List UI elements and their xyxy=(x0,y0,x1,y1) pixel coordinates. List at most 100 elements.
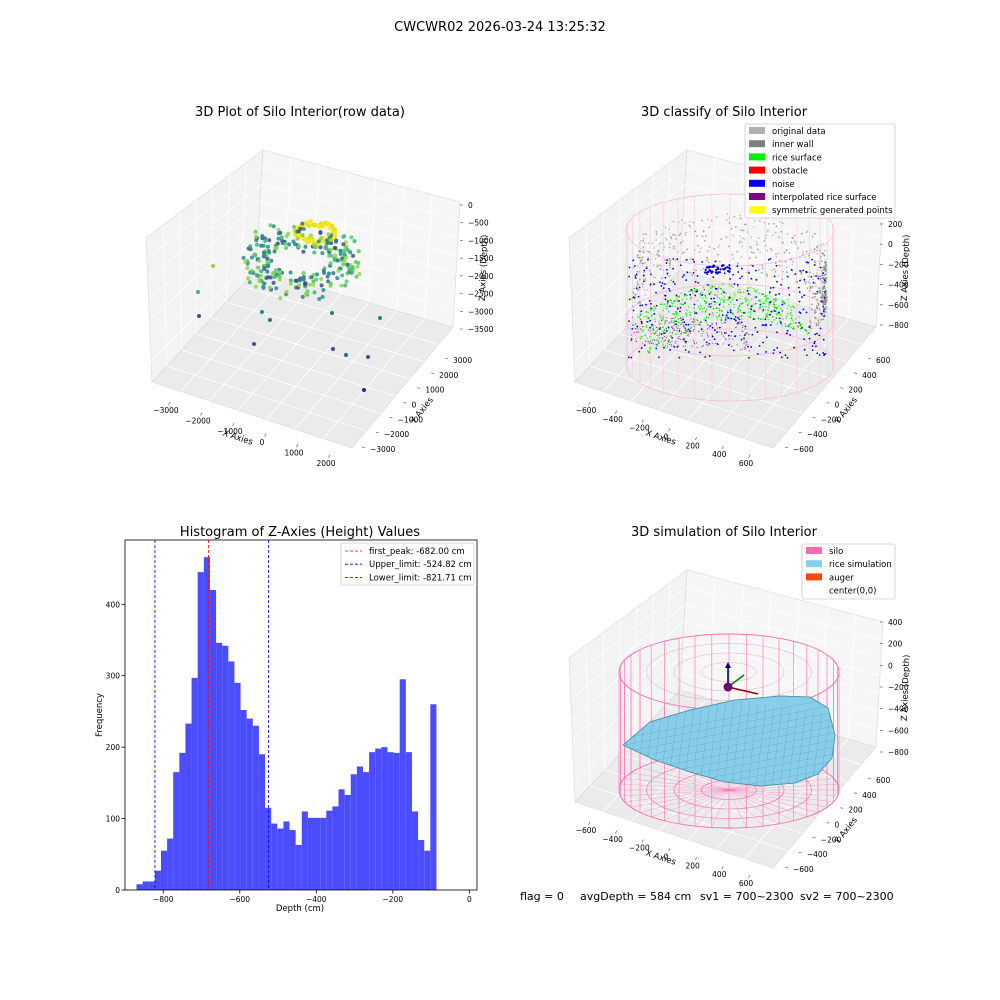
rice-surface-point xyxy=(662,315,665,318)
inner-wall-point xyxy=(730,227,733,230)
data-point xyxy=(332,227,337,232)
rice-surface-point xyxy=(645,311,648,313)
inner-wall-point xyxy=(749,245,752,248)
inner-wall-point xyxy=(642,251,644,253)
rice-surface-point xyxy=(716,296,719,298)
histogram-bar xyxy=(258,754,266,890)
interpolated-point xyxy=(695,323,697,325)
inner-wall-point xyxy=(802,250,804,253)
rice-surface-point xyxy=(686,298,688,300)
inner-wall-point xyxy=(813,248,816,250)
noise-point xyxy=(708,342,711,345)
inner-wall-point xyxy=(682,240,684,242)
tick-mark xyxy=(588,401,591,405)
rice-surface-point xyxy=(785,317,788,320)
mesh-line xyxy=(624,697,835,739)
inner-wall-point xyxy=(821,314,823,317)
noise-point xyxy=(799,279,801,282)
inner-wall-point xyxy=(821,297,823,299)
rice-surface-point xyxy=(688,311,691,313)
rice-surface-point xyxy=(693,287,696,290)
inner-wall-point xyxy=(817,324,820,326)
noise-point xyxy=(734,319,737,322)
y-tick-label: 400 xyxy=(106,600,121,609)
inner-wall-point xyxy=(761,264,764,267)
data-point xyxy=(309,275,314,280)
noise-point xyxy=(811,349,814,352)
rice-surface-point xyxy=(715,301,718,304)
silo-spoke xyxy=(639,789,730,813)
rice-surface-point xyxy=(692,323,695,326)
inner-wall-point xyxy=(819,289,822,292)
interpolated-point xyxy=(681,322,684,324)
noise-point xyxy=(785,332,788,335)
inner-wall-point xyxy=(642,240,645,242)
noise-point xyxy=(813,264,816,266)
tick-label: −400 xyxy=(602,415,623,424)
noise-point xyxy=(822,338,825,341)
interpolated-point xyxy=(648,329,650,331)
noise-point xyxy=(640,347,643,349)
grid-line xyxy=(634,607,637,739)
noise-point xyxy=(755,296,758,298)
noise-point xyxy=(635,273,638,276)
rice-surface-point xyxy=(805,329,807,332)
x-axis-label: X Axies xyxy=(644,428,677,447)
rice-surface-point xyxy=(689,290,692,293)
inner-wall-point xyxy=(783,251,786,254)
data-point xyxy=(246,276,251,281)
inner-wall-point xyxy=(789,258,792,261)
inner-wall-point xyxy=(738,214,741,217)
rice-surface-point xyxy=(782,302,784,305)
data-point xyxy=(266,275,271,280)
inner-wall-point xyxy=(662,242,665,245)
data-point xyxy=(197,314,201,318)
noise-point xyxy=(813,342,816,345)
rice-surface-point xyxy=(758,299,760,302)
inner-wall-point xyxy=(684,234,687,237)
rice-surface-point xyxy=(671,302,674,305)
inner-wall-point xyxy=(715,216,718,218)
interpolated-point xyxy=(656,339,659,341)
inner-wall-point xyxy=(697,244,699,247)
inner-wall-point xyxy=(807,281,809,283)
rice-surface-point xyxy=(767,301,770,304)
grid-line xyxy=(569,166,687,259)
interpolated-point xyxy=(659,326,661,328)
noise-point xyxy=(633,296,636,299)
data-point xyxy=(342,251,347,256)
inner-wall-point xyxy=(817,319,820,321)
rice-surface-point xyxy=(765,313,767,316)
mesh-line xyxy=(755,704,767,786)
interpolated-point xyxy=(698,331,700,333)
legend-swatch xyxy=(749,153,765,161)
rice-surface-point xyxy=(690,296,692,299)
data-point xyxy=(312,290,317,295)
tick-label: −2000 xyxy=(468,272,494,281)
noise-point xyxy=(704,268,707,272)
inner-wall-point xyxy=(806,230,809,233)
tick-mark xyxy=(826,822,830,824)
data-point xyxy=(344,353,348,357)
inner-wall-point xyxy=(799,241,802,244)
interpolated-point xyxy=(746,331,748,334)
rice-surface-point xyxy=(657,326,659,329)
tick-label: −600 xyxy=(576,826,597,835)
interpolated-point xyxy=(671,317,674,320)
data-point xyxy=(303,244,308,249)
inner-wall-point xyxy=(717,253,719,256)
noise-point xyxy=(780,283,782,286)
noise-point xyxy=(770,310,773,313)
grid-line xyxy=(181,349,381,414)
legend-swatch xyxy=(749,127,765,134)
rice-surface-point xyxy=(750,313,752,315)
inner-wall-point xyxy=(720,238,723,240)
grid-line xyxy=(684,603,882,659)
rice-surface-point xyxy=(741,314,743,317)
rice-surface-point xyxy=(707,290,710,292)
histogram-bar xyxy=(136,884,143,890)
inner-wall-point xyxy=(750,264,752,267)
grid-line xyxy=(260,183,459,239)
rice-surface-point xyxy=(767,297,770,300)
noise-point xyxy=(634,276,637,279)
